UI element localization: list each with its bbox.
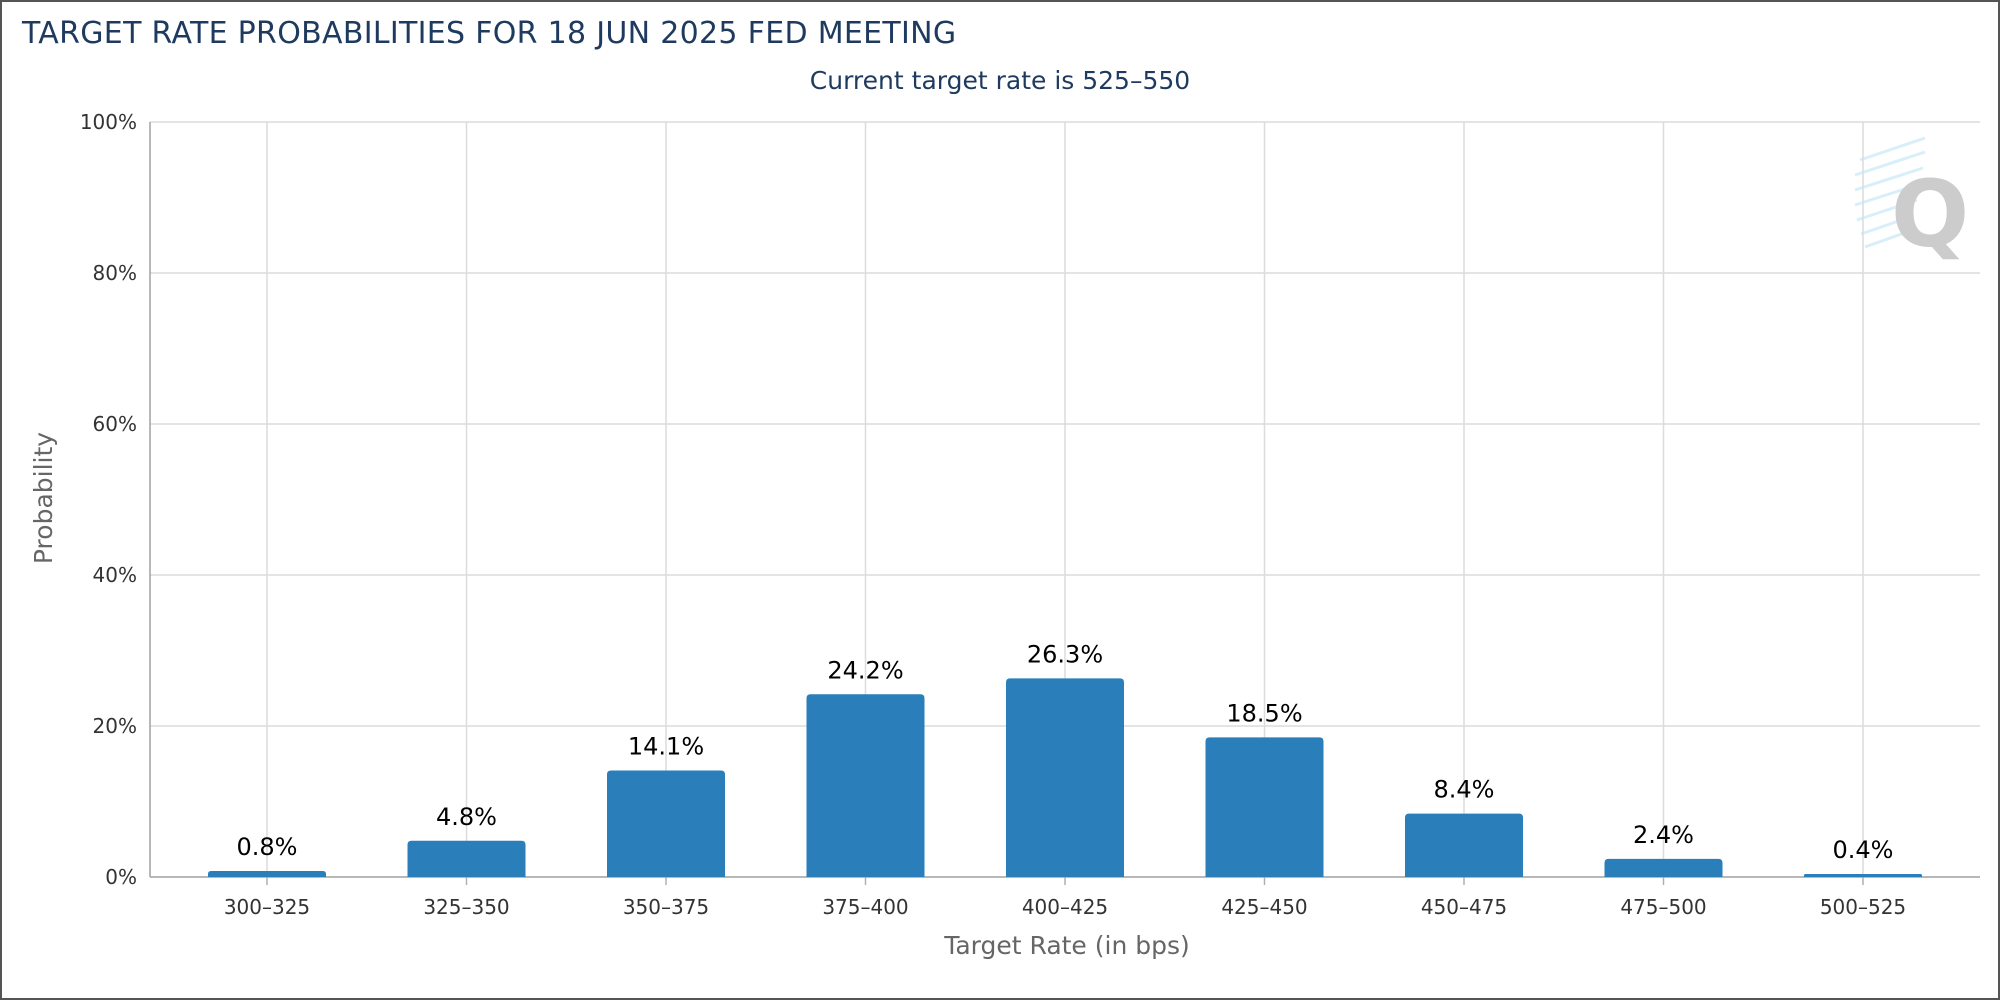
chart-subtitle: Current target rate is 525–550 <box>810 66 1190 95</box>
x-tick-label: 300–325 <box>224 895 310 919</box>
grid-layer <box>150 121 1980 877</box>
data-label: 0.8% <box>237 833 298 861</box>
x-tick-label: 450–475 <box>1421 895 1507 919</box>
bar-300–325 <box>208 870 326 877</box>
bar-500–525 <box>1804 873 1922 877</box>
data-label: 0.4% <box>1833 836 1894 864</box>
y-tick-label: 20% <box>93 714 137 738</box>
data-label: 4.8% <box>436 803 497 831</box>
y-tick-label: 80% <box>93 261 137 285</box>
y-tick-label: 0% <box>105 865 137 889</box>
bar-450–475 <box>1405 813 1523 877</box>
x-axis-title: Target Rate (in bps) <box>943 931 1190 960</box>
data-label: 8.4% <box>1434 776 1495 804</box>
y-tick-label: 40% <box>93 563 137 587</box>
watermark-logo: Q <box>1854 136 1969 268</box>
x-tick-label: 400–425 <box>1022 895 1108 919</box>
bar-375–400 <box>806 694 925 877</box>
bar-475–500 <box>1604 858 1723 877</box>
y-axis-title: Probability <box>29 432 58 564</box>
y-tick-label: 100% <box>80 110 137 134</box>
bar-400–425 <box>1006 678 1124 877</box>
x-tick-label: 375–400 <box>822 895 908 919</box>
watermark-letter: Q <box>1891 161 1969 268</box>
bar-350–375 <box>607 770 725 877</box>
x-tick-label: 350–375 <box>623 895 709 919</box>
data-label: 24.2% <box>827 656 903 684</box>
bar-425–450 <box>1205 737 1324 877</box>
data-label: 2.4% <box>1633 821 1694 849</box>
chart-title: TARGET RATE PROBABILITIES FOR 18 JUN 202… <box>22 16 957 51</box>
data-label: 18.5% <box>1226 699 1302 727</box>
x-tick-label: 325–350 <box>423 895 509 919</box>
bar-325–350 <box>407 840 526 877</box>
data-label: 26.3% <box>1027 640 1103 668</box>
bar-layer <box>208 678 1922 877</box>
x-tick-label: 425–450 <box>1221 895 1307 919</box>
data-label: 14.1% <box>628 733 704 761</box>
y-tick-label: 60% <box>93 412 137 436</box>
x-tick-label: 475–500 <box>1620 895 1706 919</box>
label-layer: 0.8% 4.8% 14.1% 24.2% 26.3% 18.5% 8.4% 2.4% 0.4% <box>237 640 1894 864</box>
x-tick-label: 500–525 <box>1820 895 1906 919</box>
